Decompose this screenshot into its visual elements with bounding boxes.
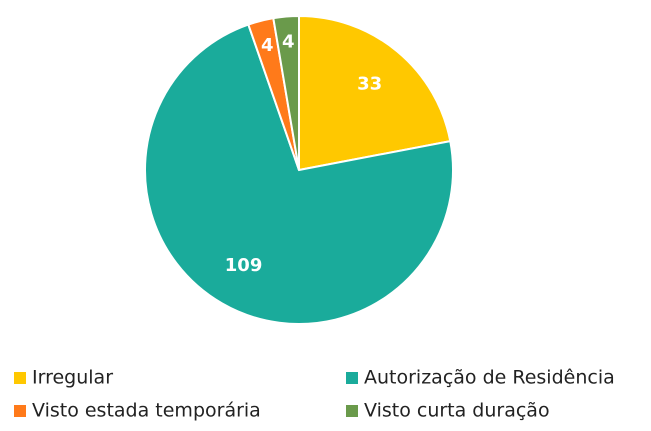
data-label: 109	[225, 255, 263, 276]
pie-slice	[298, 14, 452, 172]
legend-swatch	[346, 405, 358, 417]
legend-label: Autorização de Residência	[364, 367, 615, 389]
data-label: 4	[261, 35, 274, 56]
pie-slice	[272, 14, 300, 171]
legend-swatch	[14, 405, 26, 417]
legend-label: Irregular	[32, 367, 113, 389]
legend-label: Visto estada temporária	[32, 400, 261, 422]
legend-swatch	[14, 372, 26, 384]
legend-swatch	[346, 372, 358, 384]
data-label: 33	[357, 74, 382, 95]
legend-label: Visto curta duração	[364, 400, 550, 422]
data-label: 4	[282, 32, 295, 53]
pie-slice	[144, 23, 454, 325]
